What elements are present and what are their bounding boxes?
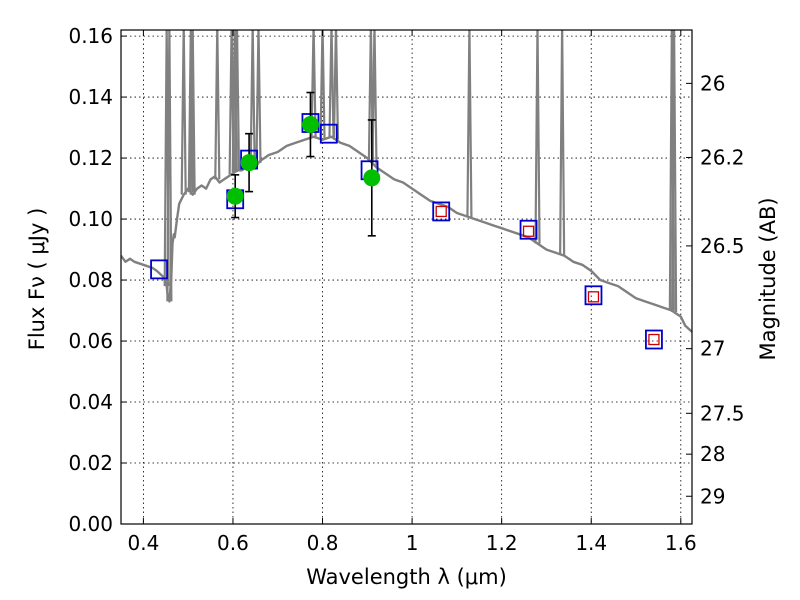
emission-spike bbox=[332, 30, 340, 140]
y-tick-label: 0.16 bbox=[68, 24, 113, 48]
observed-point bbox=[301, 116, 319, 134]
predicted-square bbox=[587, 291, 600, 303]
emission-spike bbox=[670, 30, 678, 313]
y-tick-label: 0.08 bbox=[68, 268, 113, 292]
y2-axis-label: Magnitude (AB) bbox=[756, 197, 780, 360]
emission-spike bbox=[180, 30, 187, 195]
x-axis-label: Wavelength λ (μm) bbox=[306, 565, 507, 589]
y-tick-label: 0.14 bbox=[68, 85, 113, 109]
sed-line bbox=[121, 135, 692, 333]
model-band-square bbox=[645, 329, 663, 350]
y-tick-label: 0.12 bbox=[68, 146, 113, 170]
emission-spike bbox=[214, 30, 221, 180]
predicted-square bbox=[435, 205, 447, 218]
x-tick-label: 1.6 bbox=[665, 531, 697, 555]
emission-spike bbox=[319, 30, 326, 140]
y2-tick-label: 27 bbox=[700, 337, 725, 361]
y-tick-label: 0.06 bbox=[68, 329, 113, 353]
photometry-markers bbox=[150, 91, 663, 350]
y-tick-label: 0.04 bbox=[68, 390, 113, 414]
emission-spike bbox=[328, 30, 335, 137]
observed-point bbox=[240, 154, 258, 172]
emission-spike bbox=[534, 30, 541, 244]
y-tick-label: 0.10 bbox=[68, 207, 113, 231]
x-tick-label: 0.6 bbox=[217, 531, 249, 555]
predicted-square bbox=[522, 225, 535, 237]
x-tick-label: 0.4 bbox=[127, 531, 159, 555]
emission-spike bbox=[249, 30, 256, 166]
x-tick-label: 1.2 bbox=[486, 531, 518, 555]
emission-spike bbox=[166, 30, 173, 302]
y-tick-label: 0.00 bbox=[68, 512, 113, 536]
model-band-square bbox=[584, 285, 603, 306]
emission-spike bbox=[559, 30, 566, 255]
y-axis-label: Flux Fν ( μJy ) bbox=[25, 208, 49, 351]
emission-spike bbox=[466, 30, 473, 218]
model-band-square bbox=[519, 219, 538, 240]
x-tick-label: 1.4 bbox=[575, 531, 607, 555]
emission-spike bbox=[371, 30, 378, 166]
axis-ticks: 0.4 0.6 0.8 1 1.2 1.4 1.6 0.00 0.02 0.04 0.06 0.08 0… bbox=[68, 24, 744, 555]
y2-tick-label: 28 bbox=[700, 442, 725, 466]
plot-frame bbox=[120, 29, 693, 525]
y2-tick-label: 26.5 bbox=[700, 234, 745, 258]
y-tick-label: 0.02 bbox=[68, 451, 113, 475]
model-band-square bbox=[150, 259, 168, 280]
x-tick-label: 1 bbox=[406, 531, 419, 555]
predicted-square bbox=[648, 333, 660, 346]
x-tick-label: 0.8 bbox=[307, 531, 339, 555]
y2-tick-label: 26 bbox=[700, 71, 725, 95]
y2-tick-label: 26.2 bbox=[700, 145, 745, 169]
emission-spike bbox=[255, 30, 262, 163]
observed-point bbox=[363, 169, 381, 187]
grid-lines bbox=[121, 30, 692, 525]
emission-spike bbox=[189, 30, 196, 195]
model-sed-curve bbox=[121, 135, 692, 333]
emission-spike bbox=[233, 30, 241, 171]
emission-line-spikes bbox=[163, 30, 678, 313]
model-band-square bbox=[319, 123, 338, 144]
emission-spike bbox=[310, 30, 317, 137]
model-band-square bbox=[432, 201, 451, 222]
observed-point bbox=[226, 187, 244, 205]
y2-tick-label: 27.5 bbox=[700, 401, 745, 425]
y2-tick-label: 29 bbox=[700, 484, 725, 508]
